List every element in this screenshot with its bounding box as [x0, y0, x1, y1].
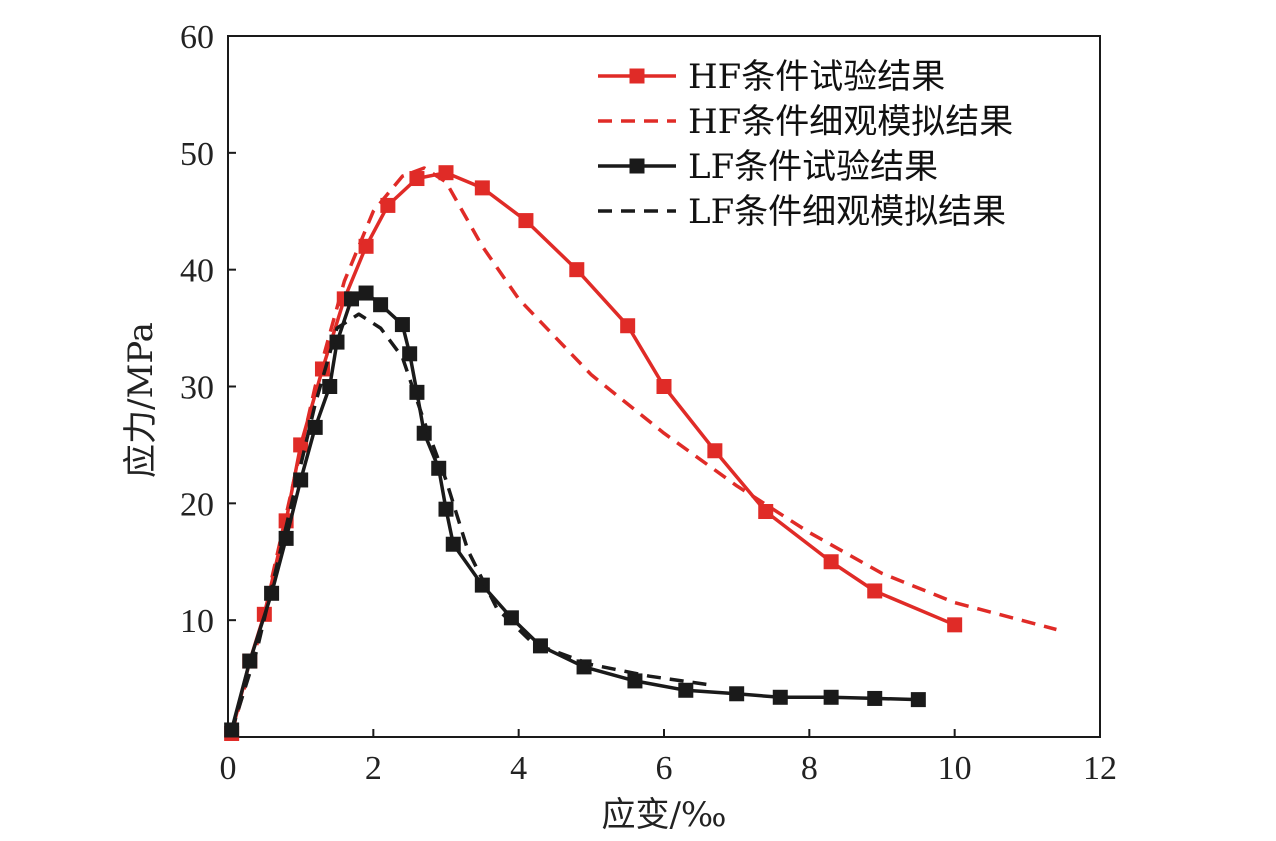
y-tick-label: 20	[180, 486, 214, 523]
legend-item: LF条件细观模拟结果	[598, 192, 1006, 232]
y-axis-title: 应力/MPa	[121, 322, 161, 478]
legend-swatch-marker	[629, 68, 645, 84]
data-point	[402, 346, 418, 362]
series-line	[229, 312, 716, 732]
series-3	[229, 312, 716, 732]
y-tick-label: 50	[180, 136, 214, 173]
data-point	[518, 213, 534, 229]
x-tick-label: 4	[510, 750, 527, 787]
y-tick-label: 60	[180, 19, 214, 56]
data-point	[678, 682, 694, 698]
data-point	[620, 318, 636, 334]
series-1	[229, 166, 1057, 734]
x-tick-label: 6	[656, 750, 673, 787]
data-point	[707, 443, 723, 459]
x-axis-title: 应变/‰	[601, 795, 726, 835]
data-point	[867, 583, 883, 599]
series-2	[224, 285, 926, 738]
y-tick-label: 30	[180, 370, 214, 407]
data-point	[823, 689, 839, 705]
data-point	[823, 554, 839, 570]
data-point	[307, 419, 323, 435]
data-point	[358, 285, 374, 301]
data-point	[409, 171, 425, 187]
series-line	[229, 170, 956, 734]
data-point	[910, 692, 926, 708]
series-0	[224, 165, 963, 741]
legend-label: HF条件细观模拟结果	[688, 102, 1013, 142]
data-point	[344, 291, 360, 307]
legend-item: HF条件试验结果	[598, 57, 945, 97]
data-point	[729, 686, 745, 702]
x-tick-label: 0	[220, 750, 237, 787]
data-point	[373, 297, 389, 313]
axis-ticks: 0 2 4 6 8 10 12 10 20 30 40 50 60	[180, 19, 1117, 787]
data-point	[627, 673, 643, 689]
legend-item: HF条件细观模拟结果	[598, 102, 1013, 142]
data-point	[358, 238, 374, 254]
data-point	[438, 501, 454, 517]
x-tick-label: 12	[1083, 750, 1117, 787]
legend: HF条件试验结果 HF条件细观模拟结果 LF条件试验结果 LF条件细观模拟结果	[598, 57, 1013, 232]
data-point	[445, 536, 461, 552]
y-tick-label: 40	[180, 253, 214, 290]
data-point	[503, 610, 519, 626]
data-point	[380, 197, 396, 213]
data-point	[569, 262, 585, 278]
data-point	[772, 689, 788, 705]
data-point	[947, 617, 963, 633]
data-point	[474, 180, 490, 196]
legend-swatch-marker	[629, 158, 645, 174]
data-point	[867, 690, 883, 706]
y-tick-label: 10	[180, 603, 214, 640]
x-tick-label: 8	[801, 750, 818, 787]
x-tick-label: 2	[365, 750, 382, 787]
data-point	[322, 379, 338, 394]
legend-item: LF条件试验结果	[598, 147, 938, 187]
legend-label: LF条件细观模拟结果	[688, 192, 1006, 232]
legend-label: LF条件试验结果	[688, 147, 938, 187]
series-layer	[224, 165, 1057, 741]
series-line	[229, 166, 1057, 734]
data-point	[438, 165, 454, 181]
data-point	[656, 379, 672, 394]
legend-label: HF条件试验结果	[688, 57, 945, 97]
x-tick-label: 10	[938, 750, 972, 787]
data-point	[394, 317, 410, 333]
data-point	[474, 577, 490, 593]
data-point	[758, 504, 774, 520]
